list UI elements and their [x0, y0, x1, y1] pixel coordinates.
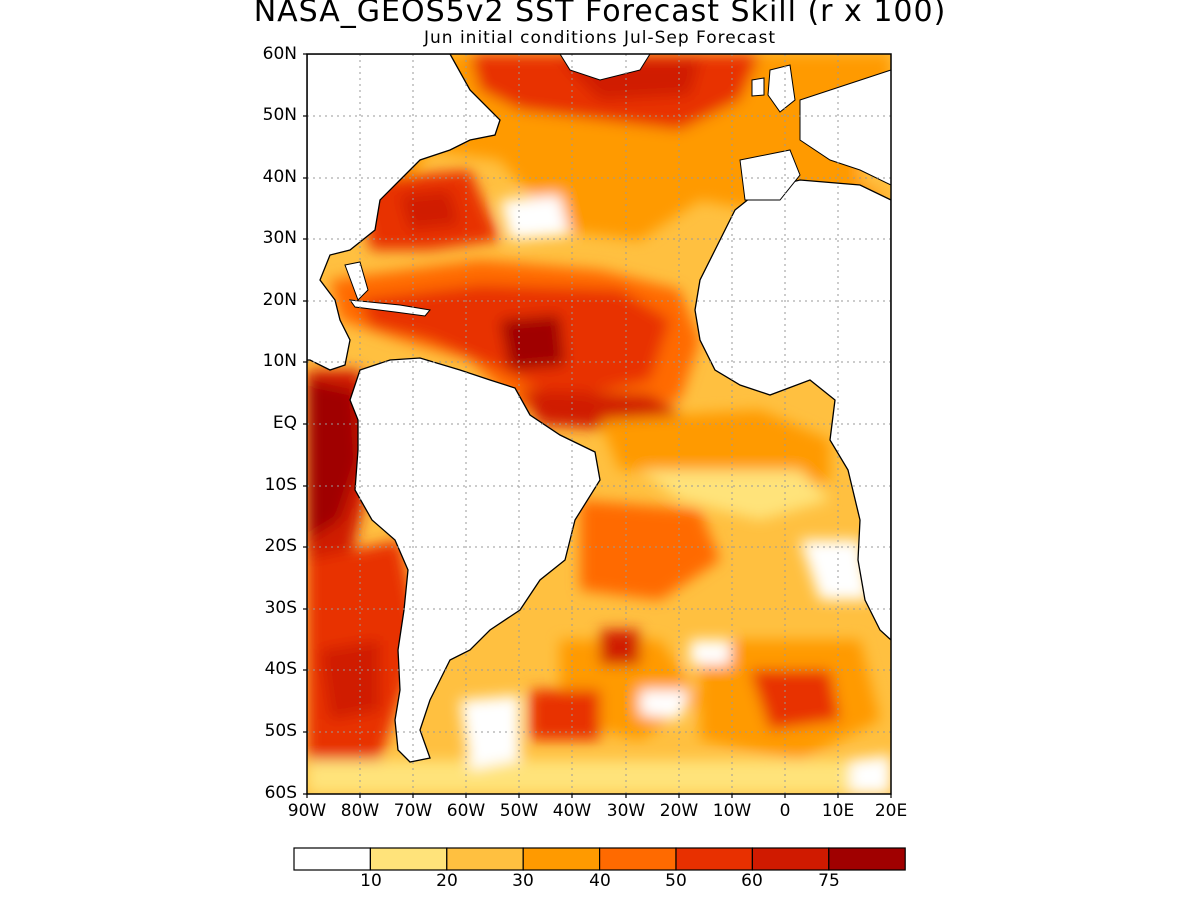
colorbar-label: 60	[741, 871, 763, 891]
colorbar-swatch	[598, 847, 677, 871]
colorbar-label: 75	[818, 871, 840, 891]
map-subtitle: Jun initial conditions Jul-Sep Forecast	[423, 28, 776, 48]
lat-label: 60N	[262, 44, 297, 64]
colorbar-swatch	[369, 847, 448, 871]
lon-label: 60W	[446, 801, 486, 821]
lat-label: 20N	[262, 290, 297, 310]
colorbar-swatch	[446, 847, 524, 871]
lon-label: 80W	[340, 801, 380, 821]
lon-label: 50W	[499, 801, 539, 821]
lon-label: 10W	[712, 801, 752, 821]
lon-label: 0	[779, 801, 791, 821]
lon-label: 20E	[874, 801, 908, 821]
axis-ticks	[303, 53, 892, 798]
lat-label: 50S	[264, 721, 297, 741]
lat-label: 40S	[264, 659, 297, 679]
map-title: NASA_GEOS5v2 SST Forecast Skill (r x 100…	[253, 0, 947, 29]
lat-label: 40N	[262, 167, 297, 187]
lat-label: EQ	[272, 413, 297, 433]
sst-skill-field	[307, 54, 891, 794]
lat-label: 30S	[264, 598, 297, 618]
colorbar-swatch	[751, 847, 830, 871]
lat-label: 50N	[262, 105, 297, 125]
lon-label: 40W	[552, 801, 592, 821]
colorbar-label: 50	[665, 871, 687, 891]
lat-label: 10S	[264, 475, 297, 495]
lon-label: 30W	[606, 801, 646, 821]
lon-label: 70W	[393, 801, 433, 821]
colorbar-label: 20	[436, 871, 458, 891]
lat-label: 60S	[264, 783, 297, 803]
colorbar-label: 40	[589, 871, 611, 891]
colorbar-swatch	[675, 847, 754, 871]
lon-label: 20W	[659, 801, 699, 821]
grid-lines	[307, 54, 891, 794]
colorbar-swatch	[293, 847, 372, 871]
colorbar-swatch	[522, 847, 601, 871]
colorbar	[293, 847, 906, 871]
lat-label: 30N	[262, 228, 297, 248]
colorbar-label: 10	[360, 871, 382, 891]
lat-label: 20S	[264, 536, 297, 556]
colorbar-swatch	[828, 847, 906, 871]
lat-label: 10N	[262, 351, 297, 371]
lon-label: 10E	[821, 801, 855, 821]
lon-label: 90W	[287, 801, 327, 821]
colorbar-label: 30	[512, 871, 534, 891]
